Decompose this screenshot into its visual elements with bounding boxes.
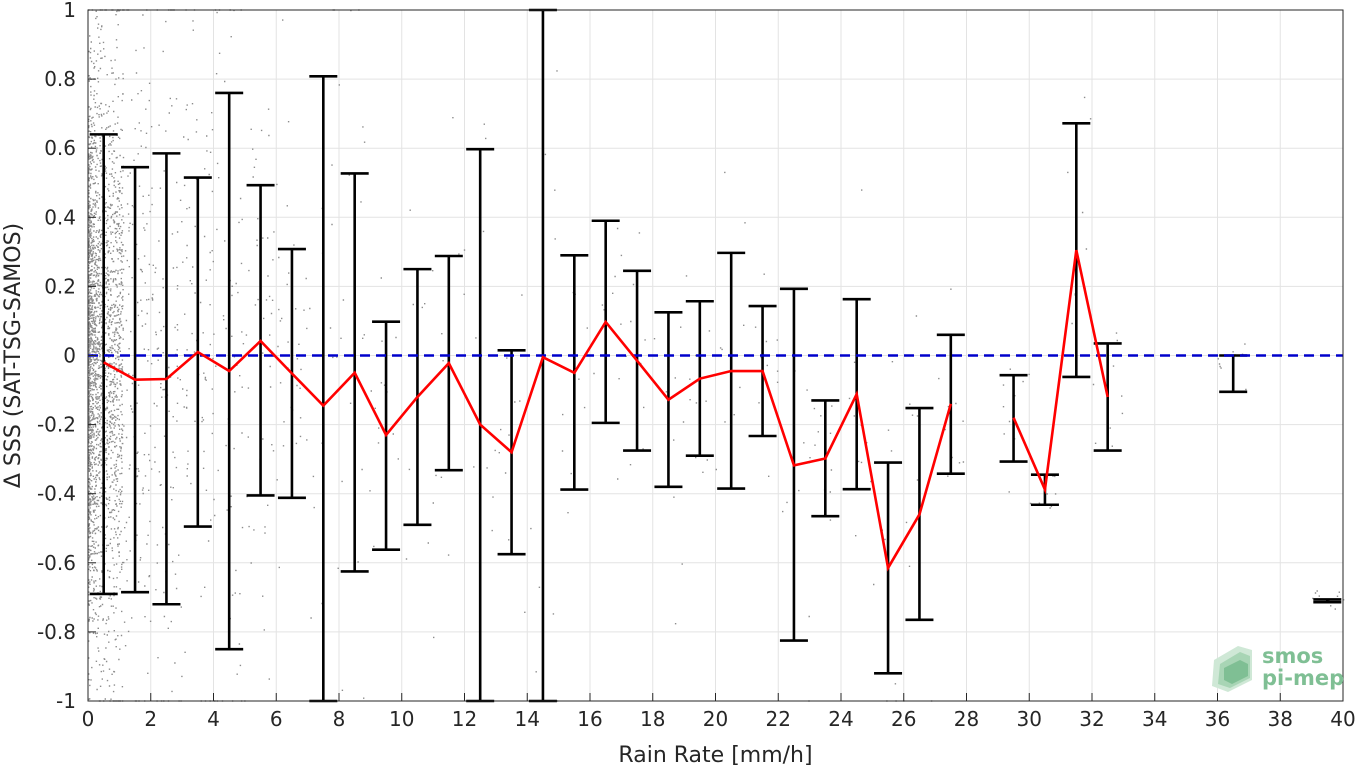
smos-pi-mep-logo: smos pi-mep xyxy=(1212,644,1344,692)
mean-line xyxy=(103,319,953,572)
y-axis-label: Δ SSS (SAT-TSG-SAMOS) xyxy=(1,223,26,488)
x-tick-label: 26 xyxy=(891,707,916,731)
x-tick-label: 6 xyxy=(270,707,283,731)
x-axis-ticks: 0 2 4 6 8 10 12 14 16 18 20 22 24 26 28 30 32 34 36 38 40 xyxy=(82,693,1356,731)
x-tick-label: 34 xyxy=(1142,707,1167,731)
errorbar xyxy=(1219,354,1248,394)
x-tick-label: 8 xyxy=(333,707,346,731)
mean-line-segment xyxy=(1012,249,1109,495)
x-tick-label: 18 xyxy=(640,707,665,731)
x-tick-label: 2 xyxy=(144,707,157,731)
errorbar xyxy=(89,133,118,596)
x-axis-label: Rain Rate [mm/h] xyxy=(618,743,812,768)
x-tick-label: 36 xyxy=(1205,707,1230,731)
y-tick-label: -0.4 xyxy=(37,482,76,506)
logo-text-line2: pi-mep xyxy=(1262,666,1344,690)
y-axis-ticks: 1 0.8 0.6 0.4 0.2 0 -0.2 -0.4 -0.6 -0.8 -1 xyxy=(37,0,96,713)
errorbar xyxy=(1093,342,1122,452)
y-tick-label: 0.6 xyxy=(44,136,76,160)
x-tick-label: 16 xyxy=(577,707,602,731)
y-tick-label: 0 xyxy=(63,344,76,368)
errorbar xyxy=(1313,598,1342,604)
x-tick-label: 22 xyxy=(766,707,791,731)
x-tick-label: 24 xyxy=(828,707,853,731)
x-tick-label: 12 xyxy=(452,707,477,731)
x-tick-label: 10 xyxy=(389,707,414,731)
y-tick-label: 0.2 xyxy=(44,274,76,298)
y-tick-label: 0.4 xyxy=(44,205,76,229)
x-tick-label: 30 xyxy=(1017,707,1042,731)
x-tick-label: 38 xyxy=(1268,707,1293,731)
x-tick-label: 14 xyxy=(515,707,540,731)
x-tick-label: 28 xyxy=(954,707,979,731)
errorbar xyxy=(309,75,338,703)
x-tick-label: 32 xyxy=(1079,707,1104,731)
y-tick-label: 1 xyxy=(63,0,76,22)
logo-text-line1: smos xyxy=(1262,644,1323,668)
y-tick-label: 0.8 xyxy=(44,67,76,91)
x-tick-label: 40 xyxy=(1330,707,1355,731)
y-tick-label: -1 xyxy=(56,689,76,713)
x-tick-label: 4 xyxy=(207,707,220,731)
y-tick-label: -0.6 xyxy=(37,551,76,575)
y-tick-label: -0.2 xyxy=(37,413,76,437)
x-tick-label: 20 xyxy=(703,707,728,731)
y-tick-label: -0.8 xyxy=(37,620,76,644)
x-tick-label: 0 xyxy=(82,707,95,731)
